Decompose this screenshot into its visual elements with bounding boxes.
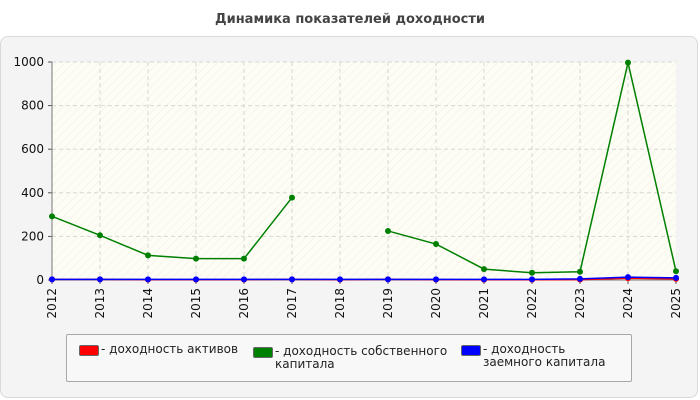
x-tick-label: 2013	[93, 288, 107, 319]
x-tick-label: 2024	[621, 288, 635, 319]
x-tick-label: 2019	[381, 288, 395, 319]
data-point-1	[385, 227, 391, 234]
x-tick-label: 2025	[669, 288, 683, 319]
legend: - доходность активов - доходность собств…	[66, 334, 632, 382]
data-point-1	[673, 268, 679, 275]
legend-label-assets: - доходность активов	[101, 342, 239, 356]
data-point-2	[145, 276, 151, 283]
y-tick-label: 800	[21, 99, 44, 113]
x-tick-label: 2012	[45, 288, 59, 319]
data-point-1	[529, 269, 535, 276]
data-point-2	[337, 276, 343, 283]
legend-label-equity: - доходность собственного капитала	[275, 344, 448, 371]
x-tick-label: 2022	[525, 288, 539, 319]
y-tick-label: 400	[21, 186, 44, 200]
data-point-1	[193, 255, 199, 262]
y-tick-label: 0	[36, 273, 44, 287]
y-tick-label: 200	[21, 229, 44, 243]
data-point-1	[289, 194, 295, 201]
legend-swatch-debt	[461, 345, 481, 356]
data-point-1	[625, 59, 631, 66]
data-point-1	[97, 232, 103, 239]
x-tick-label: 2015	[189, 288, 203, 319]
x-tick-label: 2023	[573, 288, 587, 319]
data-point-2	[577, 275, 583, 282]
data-point-2	[433, 276, 439, 283]
x-tick-label: 2016	[237, 288, 251, 319]
data-point-1	[145, 252, 151, 259]
series-line-1	[51, 197, 293, 260]
data-point-1	[49, 213, 55, 220]
data-point-1	[433, 241, 439, 248]
series-line-2	[52, 276, 677, 281]
x-tick-label: 2018	[333, 288, 347, 319]
data-point-2	[673, 274, 679, 281]
data-point-1	[577, 268, 583, 275]
x-tick-label: 2017	[285, 288, 299, 319]
legend-swatch-assets	[79, 345, 99, 356]
x-tick-label: 2014	[141, 288, 155, 319]
x-tick-label: 2020	[429, 288, 443, 319]
data-point-2	[49, 276, 55, 283]
data-point-2	[289, 276, 295, 283]
data-point-2	[385, 276, 391, 283]
y-tick-label: 1000	[13, 55, 44, 69]
chart-title: Динамика показателей доходности	[215, 12, 485, 27]
data-point-1	[241, 255, 247, 262]
data-point-2	[193, 276, 199, 283]
data-point-2	[481, 276, 487, 283]
y-tick-label: 600	[21, 142, 44, 156]
legend-swatch-equity	[253, 347, 273, 358]
data-point-2	[625, 274, 631, 281]
data-point-2	[97, 276, 103, 283]
plot-area	[52, 62, 676, 280]
legend-label-debt: - доходность заемного капитала	[483, 342, 606, 369]
data-point-1	[481, 266, 487, 273]
data-point-2	[241, 276, 247, 283]
data-point-2	[529, 276, 535, 283]
x-tick-label: 2021	[477, 288, 491, 319]
